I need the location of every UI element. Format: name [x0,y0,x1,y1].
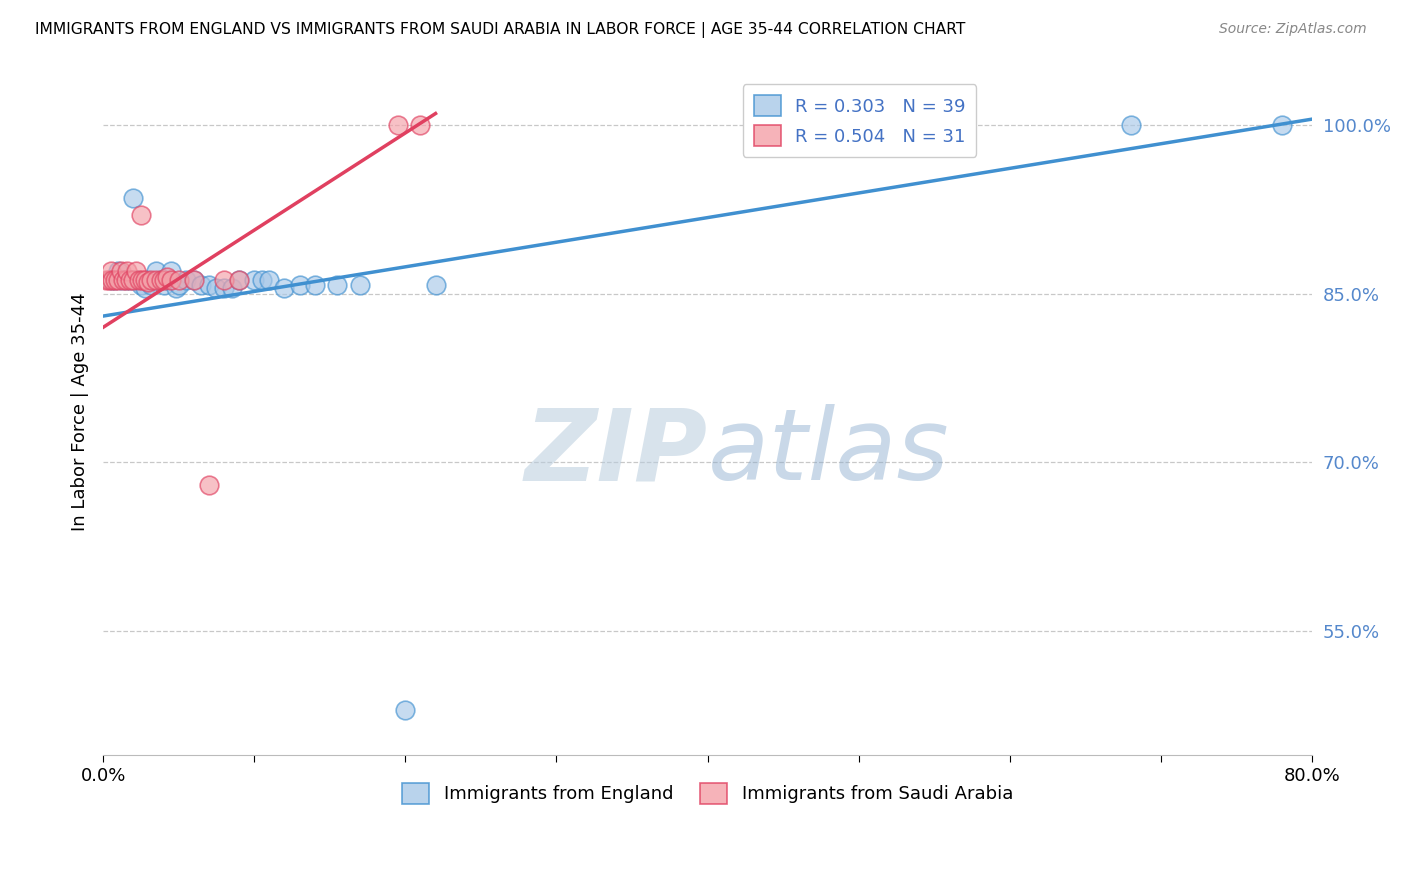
Point [167,277,190,292]
Point [155,269,177,284]
Point [110,273,132,287]
Point [165,281,187,295]
Point [128,273,150,287]
Point [114,273,136,287]
Point [1271,118,1294,132]
Point [122,191,145,205]
Point [138,275,160,289]
Point [198,277,221,292]
Point [114,273,136,287]
Point [273,281,295,295]
Point [134,281,156,295]
Point [190,277,212,292]
Point [394,703,416,717]
Point [1119,118,1142,132]
Point [167,273,190,287]
Point [141,273,163,287]
Point [134,273,156,287]
Point [349,277,371,292]
Point [409,118,432,132]
Point [174,273,197,287]
Text: Source: ZipAtlas.com: Source: ZipAtlas.com [1219,22,1367,37]
Point [104,273,127,287]
Point [104,273,127,287]
Point [155,273,177,287]
Point [117,264,139,278]
Point [326,277,349,292]
Point [129,277,152,292]
Point [145,264,167,278]
Point [228,273,250,287]
Point [94,273,117,287]
Point [243,273,266,287]
Point [221,281,243,295]
Point [141,277,163,292]
Point [131,273,153,287]
Point [149,273,172,287]
Point [120,273,142,287]
Point [152,277,174,292]
Text: ZIP: ZIP [524,404,707,501]
Point [183,273,205,287]
Point [198,478,221,492]
Point [107,273,129,287]
Point [160,273,183,287]
Point [110,264,132,278]
Point [387,118,409,132]
Point [425,277,447,292]
Y-axis label: In Labor Force | Age 35-44: In Labor Force | Age 35-44 [72,293,89,531]
Legend: Immigrants from England, Immigrants from Saudi Arabia: Immigrants from England, Immigrants from… [391,772,1024,814]
Point [212,281,235,295]
Point [149,273,172,287]
Point [152,273,174,287]
Point [138,273,160,287]
Point [304,277,326,292]
Point [125,273,148,287]
Point [101,273,124,287]
Point [107,264,129,278]
Point [228,273,250,287]
Point [129,208,152,222]
Point [145,273,167,287]
Point [120,273,142,287]
Point [122,273,145,287]
Text: atlas: atlas [707,404,949,501]
Point [98,273,121,287]
Point [111,273,134,287]
Point [250,273,273,287]
Point [212,273,235,287]
Text: IMMIGRANTS FROM ENGLAND VS IMMIGRANTS FROM SAUDI ARABIA IN LABOR FORCE | AGE 35-: IMMIGRANTS FROM ENGLAND VS IMMIGRANTS FR… [35,22,966,38]
Point [125,264,148,278]
Point [160,264,183,278]
Point [205,281,228,295]
Point [100,264,122,278]
Point [288,277,311,292]
Point [183,273,205,287]
Point [259,273,281,287]
Point [100,273,122,287]
